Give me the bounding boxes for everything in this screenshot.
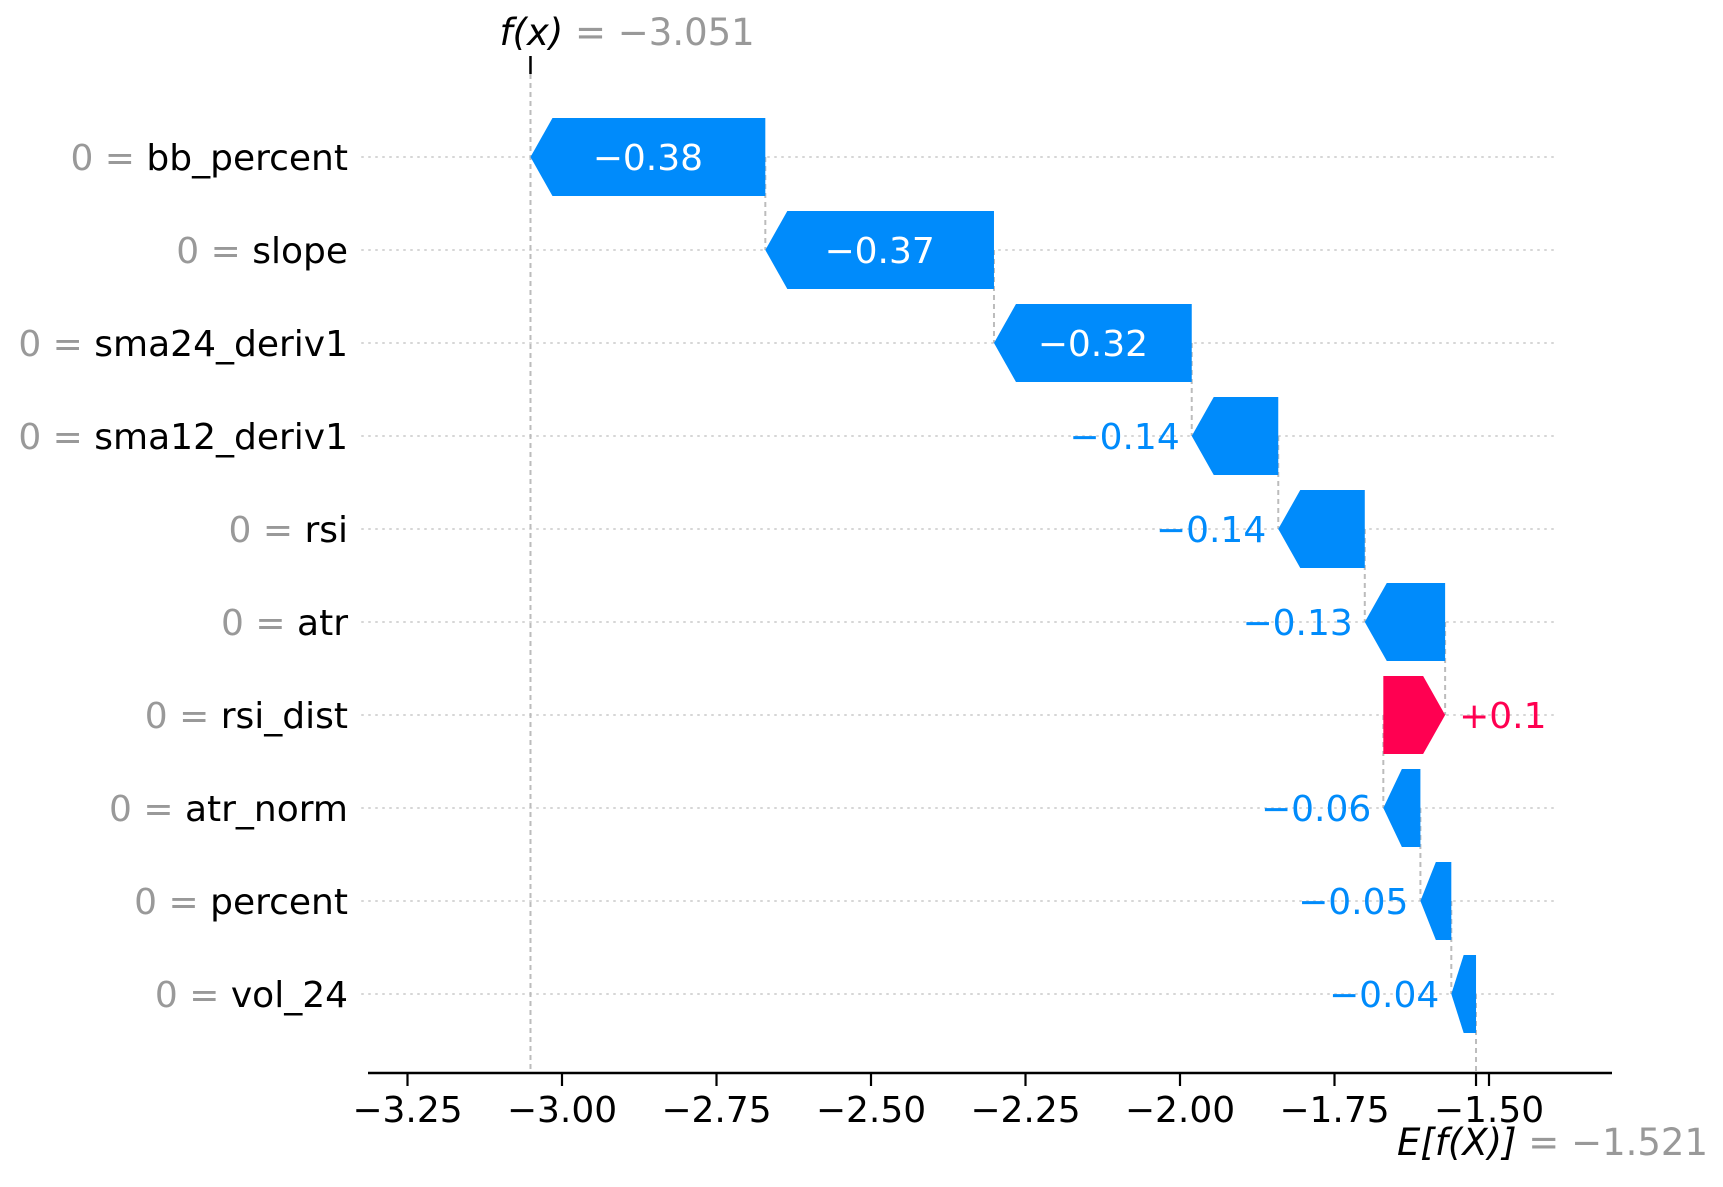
bar-value-labels: −0.38 −0.37 −0.32 −0.14 −0.14 −0.13 +0.1 −0.06 −… <box>593 138 1547 1016</box>
bar-value-rsi: −0.14 <box>1156 510 1266 551</box>
feature-label-rsi: 0 = rsi <box>228 510 348 551</box>
bar-value-percent: −0.05 <box>1298 882 1408 923</box>
waterfall-bar-sma12_deriv1 <box>1191 397 1279 475</box>
feature-label-sma24_deriv1: 0 = sma24_deriv1 <box>18 324 348 365</box>
waterfall-bar-atr <box>1364 583 1446 661</box>
feature-label-rsi_dist: 0 = rsi_dist <box>145 696 348 737</box>
feature-label-sma12_deriv1: 0 = sma12_deriv1 <box>18 417 348 458</box>
waterfall-bar-vol_24 <box>1451 955 1477 1033</box>
x-tick-label: −2.50 <box>816 1090 926 1131</box>
x-tick-label: −2.00 <box>1125 1090 1235 1131</box>
bar-value-atr_norm: −0.06 <box>1261 789 1371 830</box>
feature-label-atr_norm: 0 = atr_norm <box>109 789 348 830</box>
x-tick-label: −1.75 <box>1279 1090 1389 1131</box>
waterfall-bar-bb_percent <box>530 118 766 196</box>
x-tick-label: −3.00 <box>507 1090 617 1131</box>
feature-label-vol_24: 0 = vol_24 <box>155 975 348 1016</box>
x-tick-label: −2.75 <box>661 1090 771 1131</box>
x-tick-label: −2.25 <box>970 1090 1080 1131</box>
feature-label-bb_percent: 0 = bb_percent <box>70 138 348 179</box>
bar-value-slope: −0.37 <box>824 231 934 272</box>
waterfall-bar-slope <box>765 211 994 289</box>
bars <box>530 118 1477 1033</box>
x-axis: −3.25 −3.00 −2.75 −2.50 −2.25 −2.00 −1.75 −1.50 <box>352 1071 1612 1131</box>
waterfall-bar-rsi <box>1278 490 1365 568</box>
bar-value-atr: −0.13 <box>1242 603 1352 644</box>
expected-value-label: E[f(X)] = −1.521 <box>1397 1121 1708 1164</box>
bar-value-bb_percent: −0.38 <box>593 138 703 179</box>
waterfall-bar-sma24_deriv1 <box>993 304 1192 382</box>
chart-title: f(x) = −3.051 <box>499 11 754 54</box>
feature-label-slope: 0 = slope <box>176 231 348 272</box>
x-tick-label: −3.25 <box>352 1090 462 1131</box>
waterfall-bar-percent <box>1420 862 1452 940</box>
bar-value-rsi_dist: +0.1 <box>1459 696 1546 737</box>
x-tick-label: −1.50 <box>1434 1090 1544 1131</box>
feature-label-atr: 0 = atr <box>221 603 348 644</box>
waterfall-bar-atr_norm <box>1383 769 1421 847</box>
bar-value-sma12_deriv1: −0.14 <box>1069 417 1179 458</box>
bar-value-sma24_deriv1: −0.32 <box>1038 324 1148 365</box>
bar-value-vol_24: −0.04 <box>1329 975 1439 1016</box>
y-axis-labels: 0 = bb_percent 0 = slope 0 = sma24_deriv1 0… <box>18 138 348 1016</box>
waterfall-bar-rsi_dist <box>1383 676 1446 754</box>
feature-label-percent: 0 = percent <box>134 882 348 923</box>
